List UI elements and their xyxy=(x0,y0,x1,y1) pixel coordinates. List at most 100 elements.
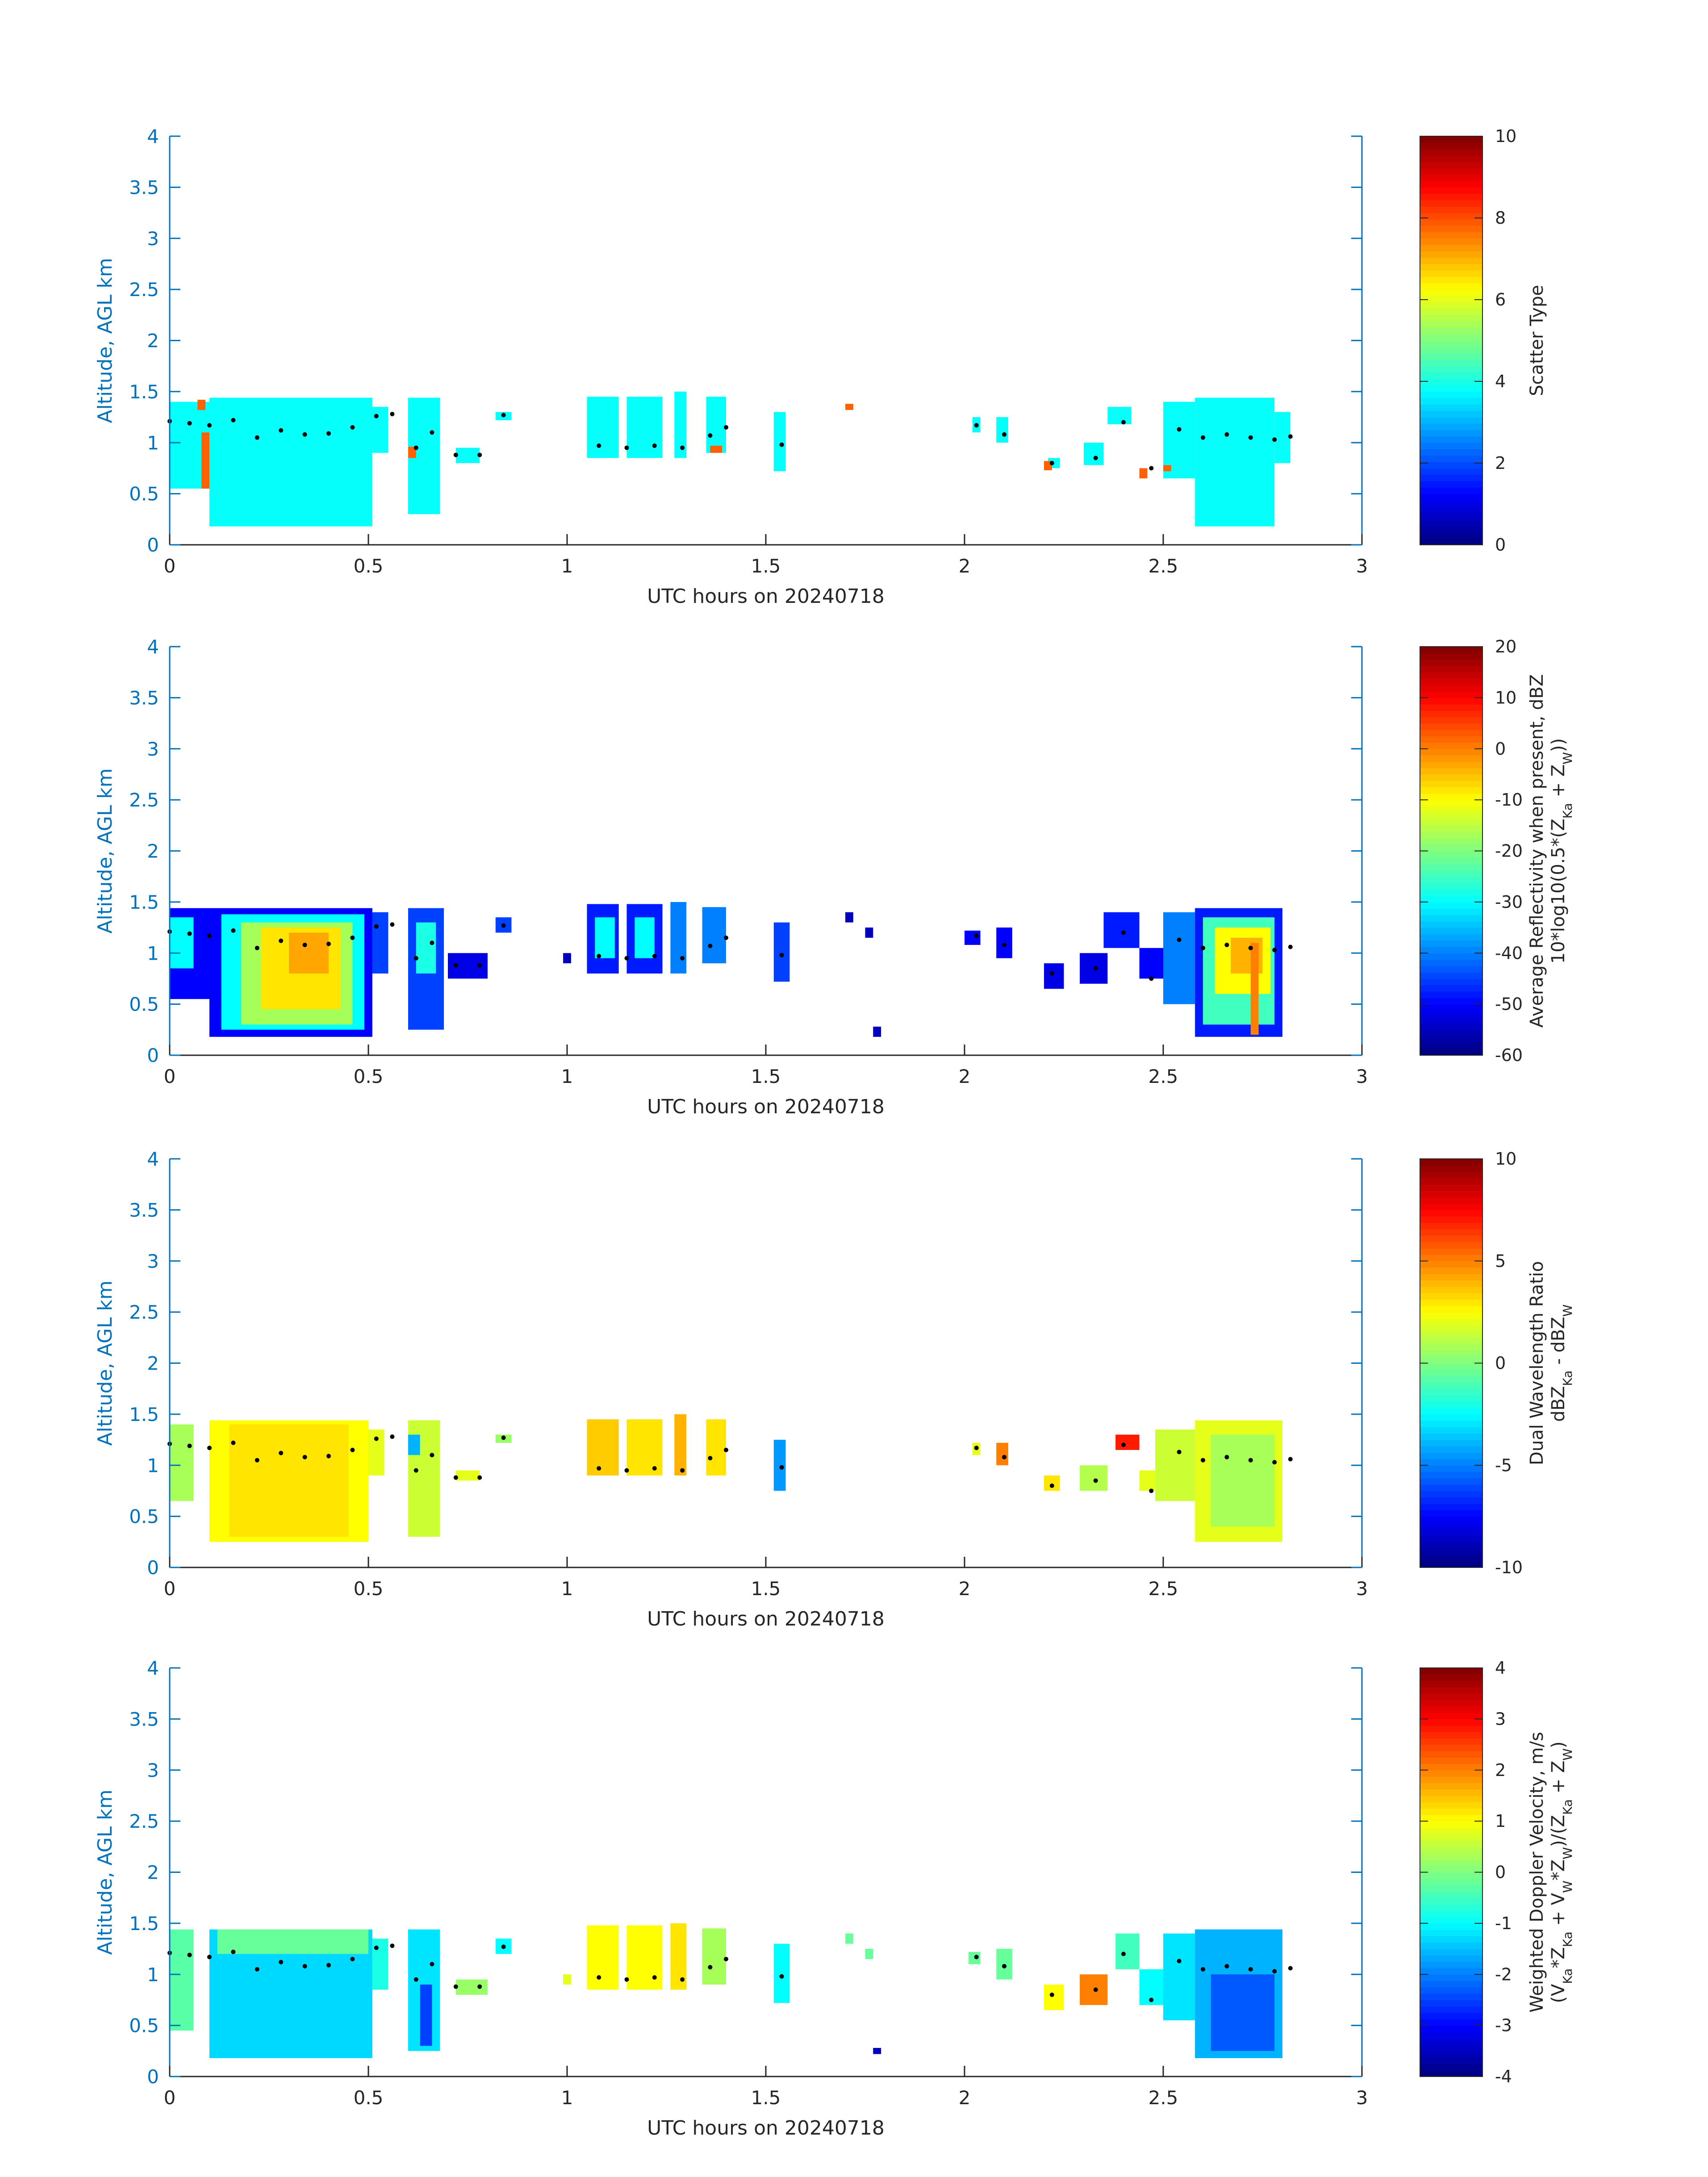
cloud-base-dot xyxy=(1121,1442,1126,1447)
colorbar-segment xyxy=(1420,940,1482,947)
cloud-base-dot xyxy=(624,445,629,450)
y-tick-label: 1.5 xyxy=(129,381,159,403)
colorbar-segment xyxy=(1420,1241,1482,1249)
cloud-base-dot xyxy=(187,1952,192,1957)
colorbar-segment xyxy=(1420,1165,1482,1172)
cloud-base-dot xyxy=(207,423,212,428)
cloud-base-dot xyxy=(187,1443,192,1448)
colorbar-segment xyxy=(1420,1731,1482,1738)
colorbar-segment xyxy=(1420,1029,1482,1036)
cloud-base-dot xyxy=(326,431,331,436)
colorbar-segment xyxy=(1420,315,1482,322)
cloud-base-dot xyxy=(1177,1450,1182,1454)
colorbar-segment xyxy=(1420,1516,1482,1523)
colorbar-segment xyxy=(1420,1770,1482,1777)
data-cell xyxy=(773,1943,790,2003)
colorbar-segment xyxy=(1420,908,1482,915)
y-tick-label: 1 xyxy=(147,942,159,964)
x-tick-label: 2 xyxy=(959,1578,971,1600)
colorbar-segment xyxy=(1420,934,1482,941)
subplot-1: 0 0.5 1 1.5 2 2.5 3 0 0.5 1 1.5 2 2.5 3 3.5 4 UTC hours … xyxy=(94,125,1547,608)
colorbar-segment xyxy=(1420,468,1482,475)
cloud-base-dot xyxy=(231,928,236,933)
cloud-base-dot xyxy=(1272,437,1277,442)
y-tick-label: 2.5 xyxy=(129,1810,159,1832)
colorbar-segment xyxy=(1420,462,1482,469)
colorbar-tick-label: 3 xyxy=(1495,1709,1506,1729)
colorbar-tick-label: 8 xyxy=(1495,208,1506,228)
cloud-base-dot xyxy=(350,1447,355,1452)
colorbar-label: Weighted Doppler Velocity, m/s xyxy=(1527,1732,1547,2013)
cloud-base-dot xyxy=(597,954,601,959)
x-tick-label: 1.5 xyxy=(751,1578,781,1600)
colorbar-segment xyxy=(1420,1478,1482,1485)
colorbar-segment xyxy=(1420,1491,1482,1498)
colorbar-tick-label: 2 xyxy=(1495,1760,1506,1780)
y-tick-label: 0.5 xyxy=(129,2015,159,2037)
x-tick-label: 0 xyxy=(164,2087,176,2109)
colorbar-segment xyxy=(1420,1376,1482,1383)
y-axis-label: Altitude, AGL km xyxy=(94,768,117,933)
colorbar-segment xyxy=(1420,404,1482,411)
colorbar-segment xyxy=(1420,844,1482,852)
colorbar-segment xyxy=(1420,1776,1482,1783)
colorbar-segment xyxy=(1420,1548,1482,1555)
cloud-base-dot xyxy=(477,1475,482,1480)
colorbar-segment xyxy=(1420,334,1482,341)
colorbar-segment xyxy=(1420,825,1482,832)
colorbar: -60 -50 -40 -30 -20 -10 0 10 20 Average Reflectiv… xyxy=(1420,637,1575,1065)
cloud-base-dot xyxy=(1272,948,1277,953)
colorbar-tick-label: 6 xyxy=(1495,290,1506,309)
cloud-base-dot xyxy=(724,935,728,940)
colorbar-segment xyxy=(1420,1910,1482,1918)
colorbar-segment xyxy=(1420,921,1482,928)
colorbar-segment xyxy=(1420,1197,1482,1204)
colorbar-segment xyxy=(1420,1834,1482,1841)
cloud-base-dot xyxy=(1177,427,1182,432)
colorbar-segment xyxy=(1420,1299,1482,1306)
x-tick-label: 0 xyxy=(164,555,176,577)
colorbar-tick-label: -30 xyxy=(1495,892,1523,912)
cloud-base-dot xyxy=(1149,976,1154,981)
cloud-base-dot xyxy=(1272,1969,1277,1974)
y-tick-label: 0.5 xyxy=(129,994,159,1015)
colorbar-segment xyxy=(1420,1917,1482,1924)
data-cell xyxy=(1115,1933,1140,1969)
colorbar-segment xyxy=(1420,998,1482,1005)
cloud-base-dot xyxy=(624,1977,629,1982)
colorbar-segment xyxy=(1420,1885,1482,1892)
data-cells xyxy=(170,1923,1282,2058)
cloud-base-dot xyxy=(1288,1966,1293,1971)
y-tick-label: 1.5 xyxy=(129,1913,159,1935)
colorbar-segment xyxy=(1420,1497,1482,1504)
data-cell xyxy=(1155,1429,1195,1501)
colorbar-segment xyxy=(1420,296,1482,303)
colorbar-tick-label: -20 xyxy=(1495,841,1523,861)
cloud-base-dot xyxy=(1121,420,1126,425)
y-tick-label: 1.5 xyxy=(129,1404,159,1425)
data-cell xyxy=(420,1985,432,2046)
cloud-base-dot xyxy=(390,922,395,927)
colorbar-tick-label: 0 xyxy=(1495,535,1506,555)
colorbar-segment xyxy=(1420,327,1482,334)
colorbar-segment xyxy=(1420,1222,1482,1229)
cloud-base-dot xyxy=(430,1453,434,1458)
colorbar-segment xyxy=(1420,1923,1482,1930)
cloud-base-dots xyxy=(167,1434,1293,1493)
x-tick-label: 2 xyxy=(959,2087,971,2109)
data-cell xyxy=(372,912,388,974)
colorbar-segment xyxy=(1420,1248,1482,1255)
cloud-base-dot xyxy=(413,445,418,450)
y-tick-label: 3.5 xyxy=(129,1708,159,1730)
colorbar-segment xyxy=(1420,1312,1482,1319)
data-cell xyxy=(455,1979,488,1995)
colorbar-segment xyxy=(1420,359,1482,367)
data-cells xyxy=(170,391,1290,526)
colorbar-tick-label: 4 xyxy=(1495,1658,1506,1678)
data-cell xyxy=(1139,1470,1156,1491)
cloud-base-dot xyxy=(1288,1457,1293,1462)
colorbar-segment xyxy=(1420,1859,1482,1866)
cloud-base-dot xyxy=(597,1466,601,1471)
colorbar-segment xyxy=(1420,1440,1482,1446)
cloud-base-dot xyxy=(1248,1967,1253,1972)
